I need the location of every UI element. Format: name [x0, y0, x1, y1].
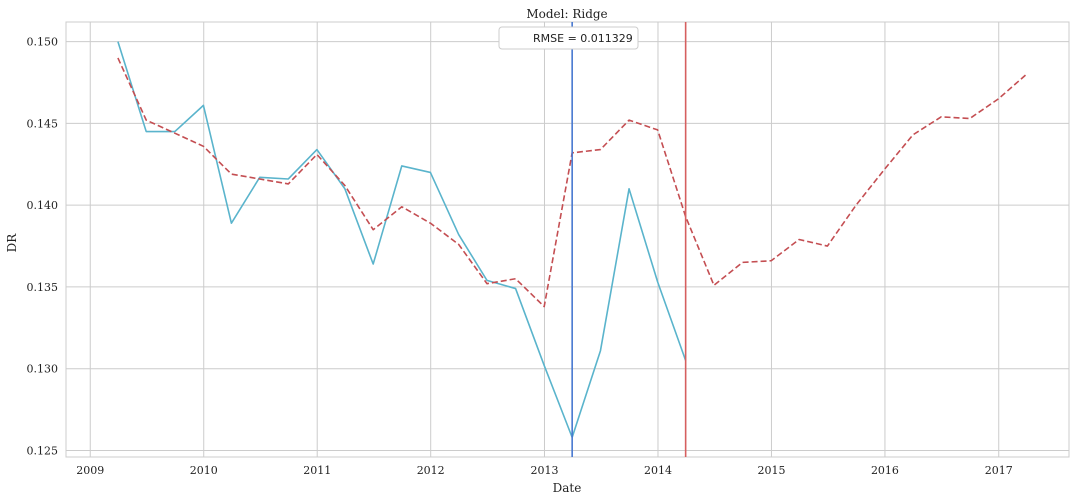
grid — [66, 22, 1069, 457]
y-tick-label: 0.150 — [27, 36, 59, 49]
legend: RMSE = 0.011329 — [498, 26, 639, 50]
x-tick-label: 2015 — [757, 464, 785, 477]
y-tick-label: 0.140 — [27, 199, 59, 212]
y-tick-label: 0.130 — [27, 363, 59, 376]
x-tick-label: 2009 — [76, 464, 104, 477]
legend-box — [498, 26, 639, 50]
x-tick-label: 2010 — [190, 464, 218, 477]
y-axis-label: DR — [5, 233, 19, 253]
tick-labels: 2009 2010 2011 2012 2013 2014 2015 2016 2017 0.12… — [27, 36, 1013, 477]
x-tick-label: 2013 — [530, 464, 558, 477]
x-tick-label: 2014 — [644, 464, 672, 477]
x-tick-label: 2011 — [303, 464, 331, 477]
y-tick-label: 0.145 — [27, 117, 59, 130]
x-tick-label: 2016 — [871, 464, 899, 477]
y-tick-label: 0.135 — [27, 281, 59, 294]
plot-frame — [65, 21, 1070, 458]
y-tick-label: 0.125 — [27, 444, 59, 457]
chart-title: Model: Ridge — [526, 7, 607, 21]
x-tick-label: 2017 — [985, 464, 1013, 477]
x-axis-label: Date — [553, 481, 582, 495]
vertical-markers — [571, 22, 687, 457]
legend-rmse-text: RMSE = 0.011329 — [533, 32, 633, 45]
x-tick-label: 2012 — [417, 464, 445, 477]
